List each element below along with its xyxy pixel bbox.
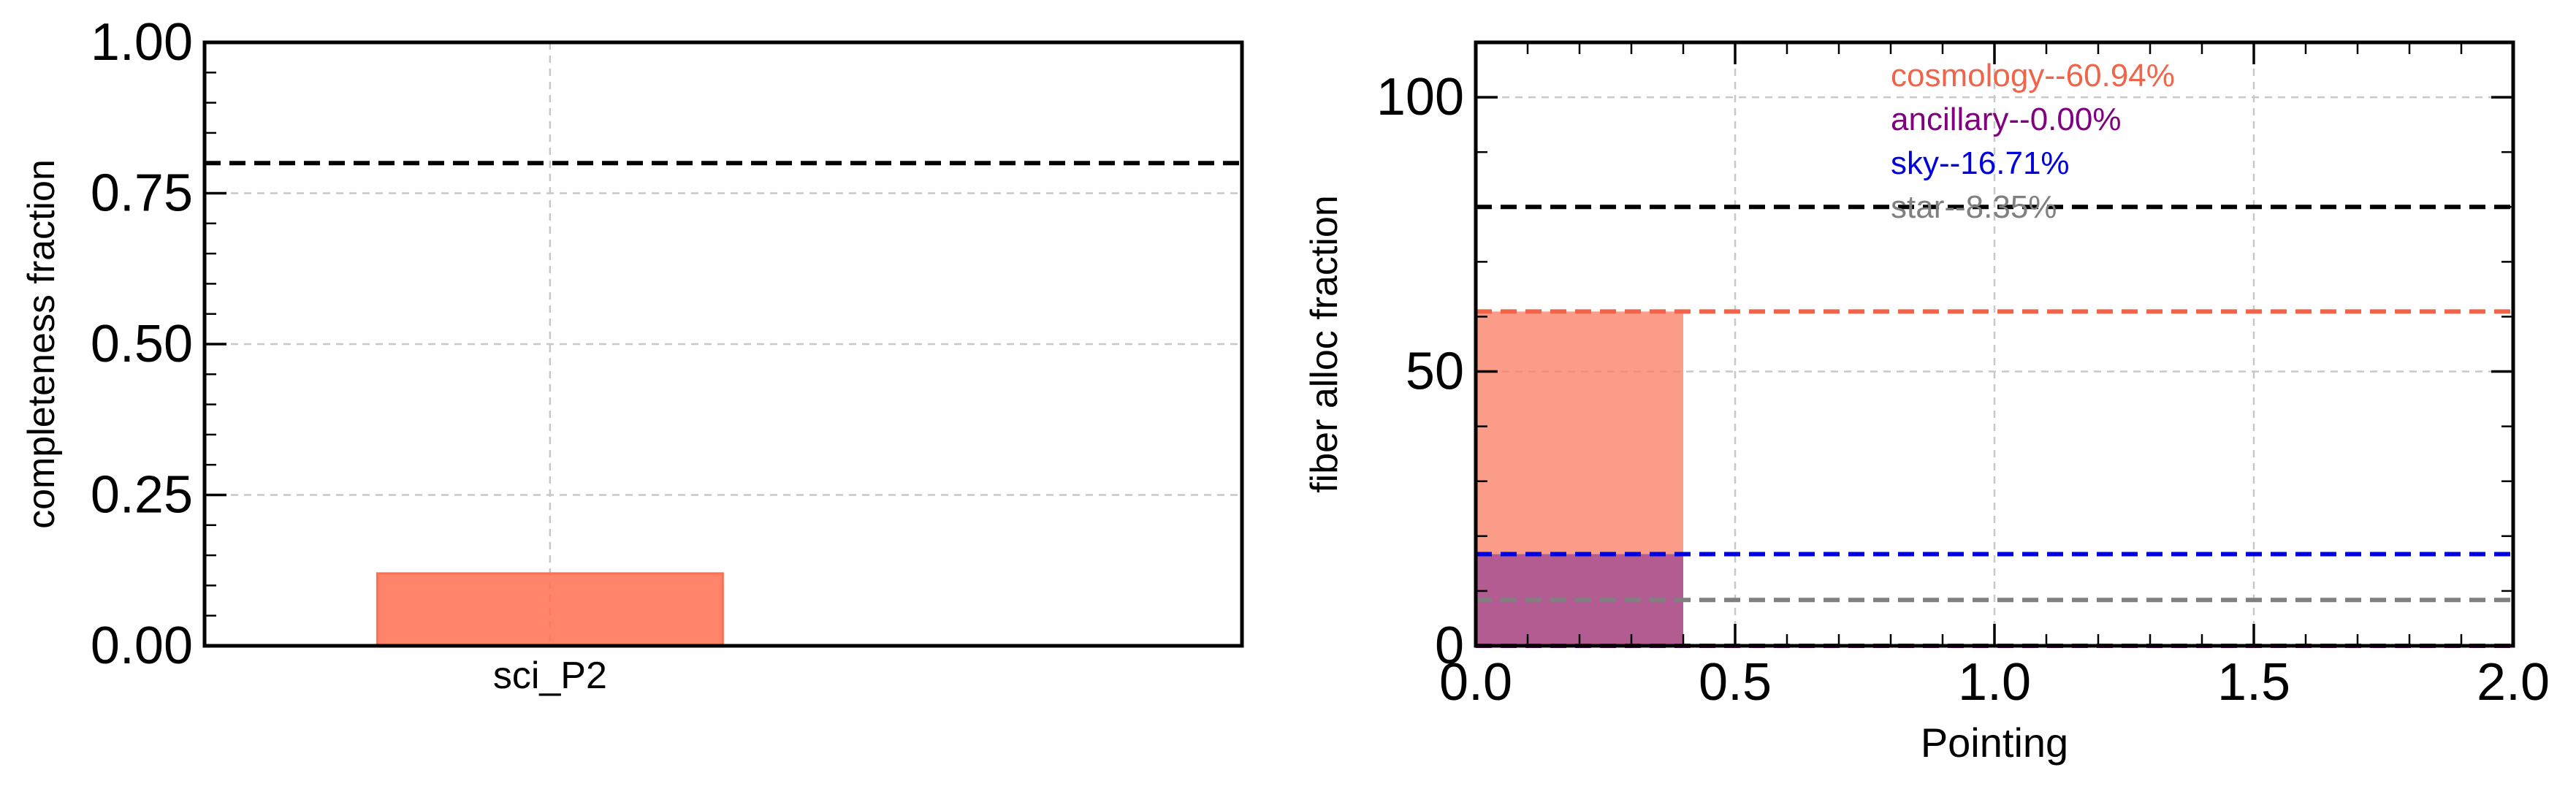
x-tick-label: 0.0: [1439, 653, 1512, 712]
x-tick-label: 0.5: [1699, 653, 1772, 712]
y-tick-label: 50: [1406, 343, 1464, 401]
y-tick-label: 1.00: [91, 13, 193, 72]
bar-sci_P2: [376, 572, 724, 647]
legend-label-cosmology: cosmology--60.94%: [1891, 58, 2175, 94]
x-tick-label: sci_P2: [493, 655, 607, 697]
y-tick-label: 0.75: [91, 164, 193, 223]
y-tick-label: 0.00: [91, 617, 193, 675]
legend-label-sky: sky--16.71%: [1891, 145, 2070, 181]
legend-label-ancillary: ancillary--0.00%: [1891, 102, 2121, 137]
y-tick-label: 100: [1376, 68, 1464, 126]
y-tick-label: 0: [1435, 617, 1464, 675]
completeness-panel: sci_P2 0.00 0.25 0.50 0.75 1.00 completeness f…: [20, 13, 1244, 697]
y-tick-label: 0.50: [91, 315, 193, 373]
x-tick-label: 2.0: [2477, 653, 2550, 712]
y-axis-label: fiber alloc fraction: [1303, 195, 1346, 493]
x-axis-label: Pointing: [1921, 720, 2068, 766]
x-tick-label: 1.5: [2217, 653, 2290, 712]
legend-label-star: star--8.35%: [1891, 189, 2057, 225]
y-axis-label: completeness fraction: [20, 159, 63, 529]
fiber-alloc-panel: cosmology--60.94% ancillary--0.00% sky--16…: [1303, 40, 2550, 766]
x-tick-label: 1.0: [1958, 653, 2031, 712]
y-tick-label: 0.25: [91, 466, 193, 525]
